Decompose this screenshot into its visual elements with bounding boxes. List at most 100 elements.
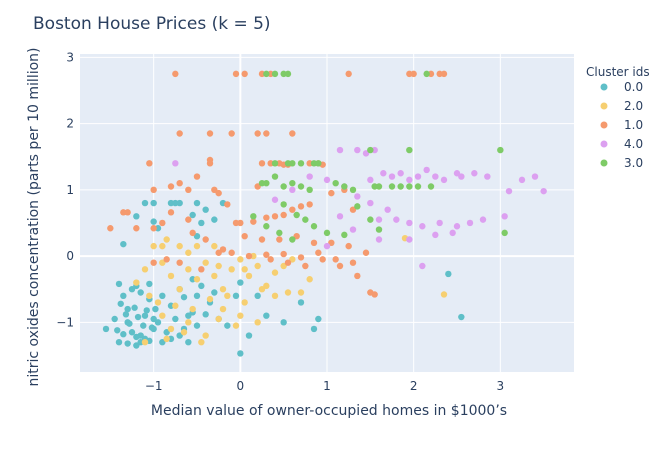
data-point [258,160,266,167]
data-point [137,289,144,296]
data-point [250,218,257,225]
data-point [371,291,378,298]
data-point [219,305,227,313]
data-point [393,216,400,223]
data-point [367,199,374,207]
data-point [518,176,526,184]
data-point [211,242,218,250]
data-point [133,213,140,220]
data-point [280,319,287,326]
data-point [293,232,300,240]
data-point [150,315,157,323]
data-point [237,279,244,286]
data-point [150,259,157,266]
data-point [293,211,300,219]
data-point [102,325,110,333]
data-point [306,276,313,283]
data-point [349,186,357,194]
data-point [176,199,183,207]
data-point [375,183,383,190]
data-point [215,189,222,197]
data-point [163,236,170,243]
data-point [146,280,153,288]
data-point [167,183,175,190]
data-point [280,262,287,270]
y-axis-ticks: −1 0 1 2 3 [56,50,74,329]
data-point [423,70,430,78]
data-point [471,170,478,177]
data-point [540,187,547,195]
data-point [397,170,404,177]
data-point [198,266,205,273]
data-point [141,312,149,319]
data-point [185,216,192,223]
data-point [172,315,179,323]
data-point [143,307,150,314]
data-point [193,242,201,250]
data-point [159,292,166,300]
data-point [141,199,149,207]
data-point [367,176,374,184]
legend: Cluster ids 0.0 2.0 1.0 4.0 3.0 [586,65,650,170]
data-point [193,199,201,207]
data-point [349,259,357,266]
data-point [245,272,253,280]
data-point [310,325,318,333]
data-point [414,173,422,180]
data-point [237,219,244,227]
data-point [297,299,305,306]
data-point [271,70,279,78]
data-point [172,302,179,309]
data-point [193,322,201,329]
data-point [124,340,131,347]
data-point [140,322,147,329]
data-point [241,266,248,273]
data-point [141,266,149,273]
y-tick-label: −1 [56,315,74,329]
data-point [263,214,270,221]
data-point [193,292,201,300]
data-point [362,150,370,157]
data-point [107,225,114,232]
data-point [271,292,279,300]
data-point [280,183,287,190]
data-point [134,313,142,321]
data-point [306,186,313,194]
data-point [146,160,153,167]
data-point [263,223,270,230]
data-point [310,239,318,247]
data-point [180,293,188,301]
x-tick-label: 3 [497,379,505,393]
data-point [427,183,435,190]
y-tick-label: 1 [66,183,74,197]
data-point [128,329,136,336]
data-point [271,213,279,220]
data-point [280,201,287,208]
data-point [163,256,170,263]
data-point [414,183,422,190]
legend-label: 1.0 [624,118,643,132]
data-point [120,240,127,248]
data-point [289,206,296,213]
data-point [232,322,240,329]
grid-lines [80,54,574,372]
data-point [332,179,339,187]
data-point [289,179,296,187]
data-point [193,173,201,180]
data-point [397,183,404,190]
data-point [280,211,287,219]
data-point [237,350,244,357]
data-point [315,315,322,323]
data-point [211,216,218,223]
data-point [163,329,170,336]
data-point [432,173,439,180]
x-tick-label: −1 [145,379,163,393]
legend-label: 4.0 [624,137,643,151]
data-point [215,249,222,256]
data-point [150,218,157,225]
data-point [289,186,296,194]
data-point [436,219,443,227]
data-point [224,201,231,208]
data-point [263,251,270,258]
data-point [289,236,296,243]
